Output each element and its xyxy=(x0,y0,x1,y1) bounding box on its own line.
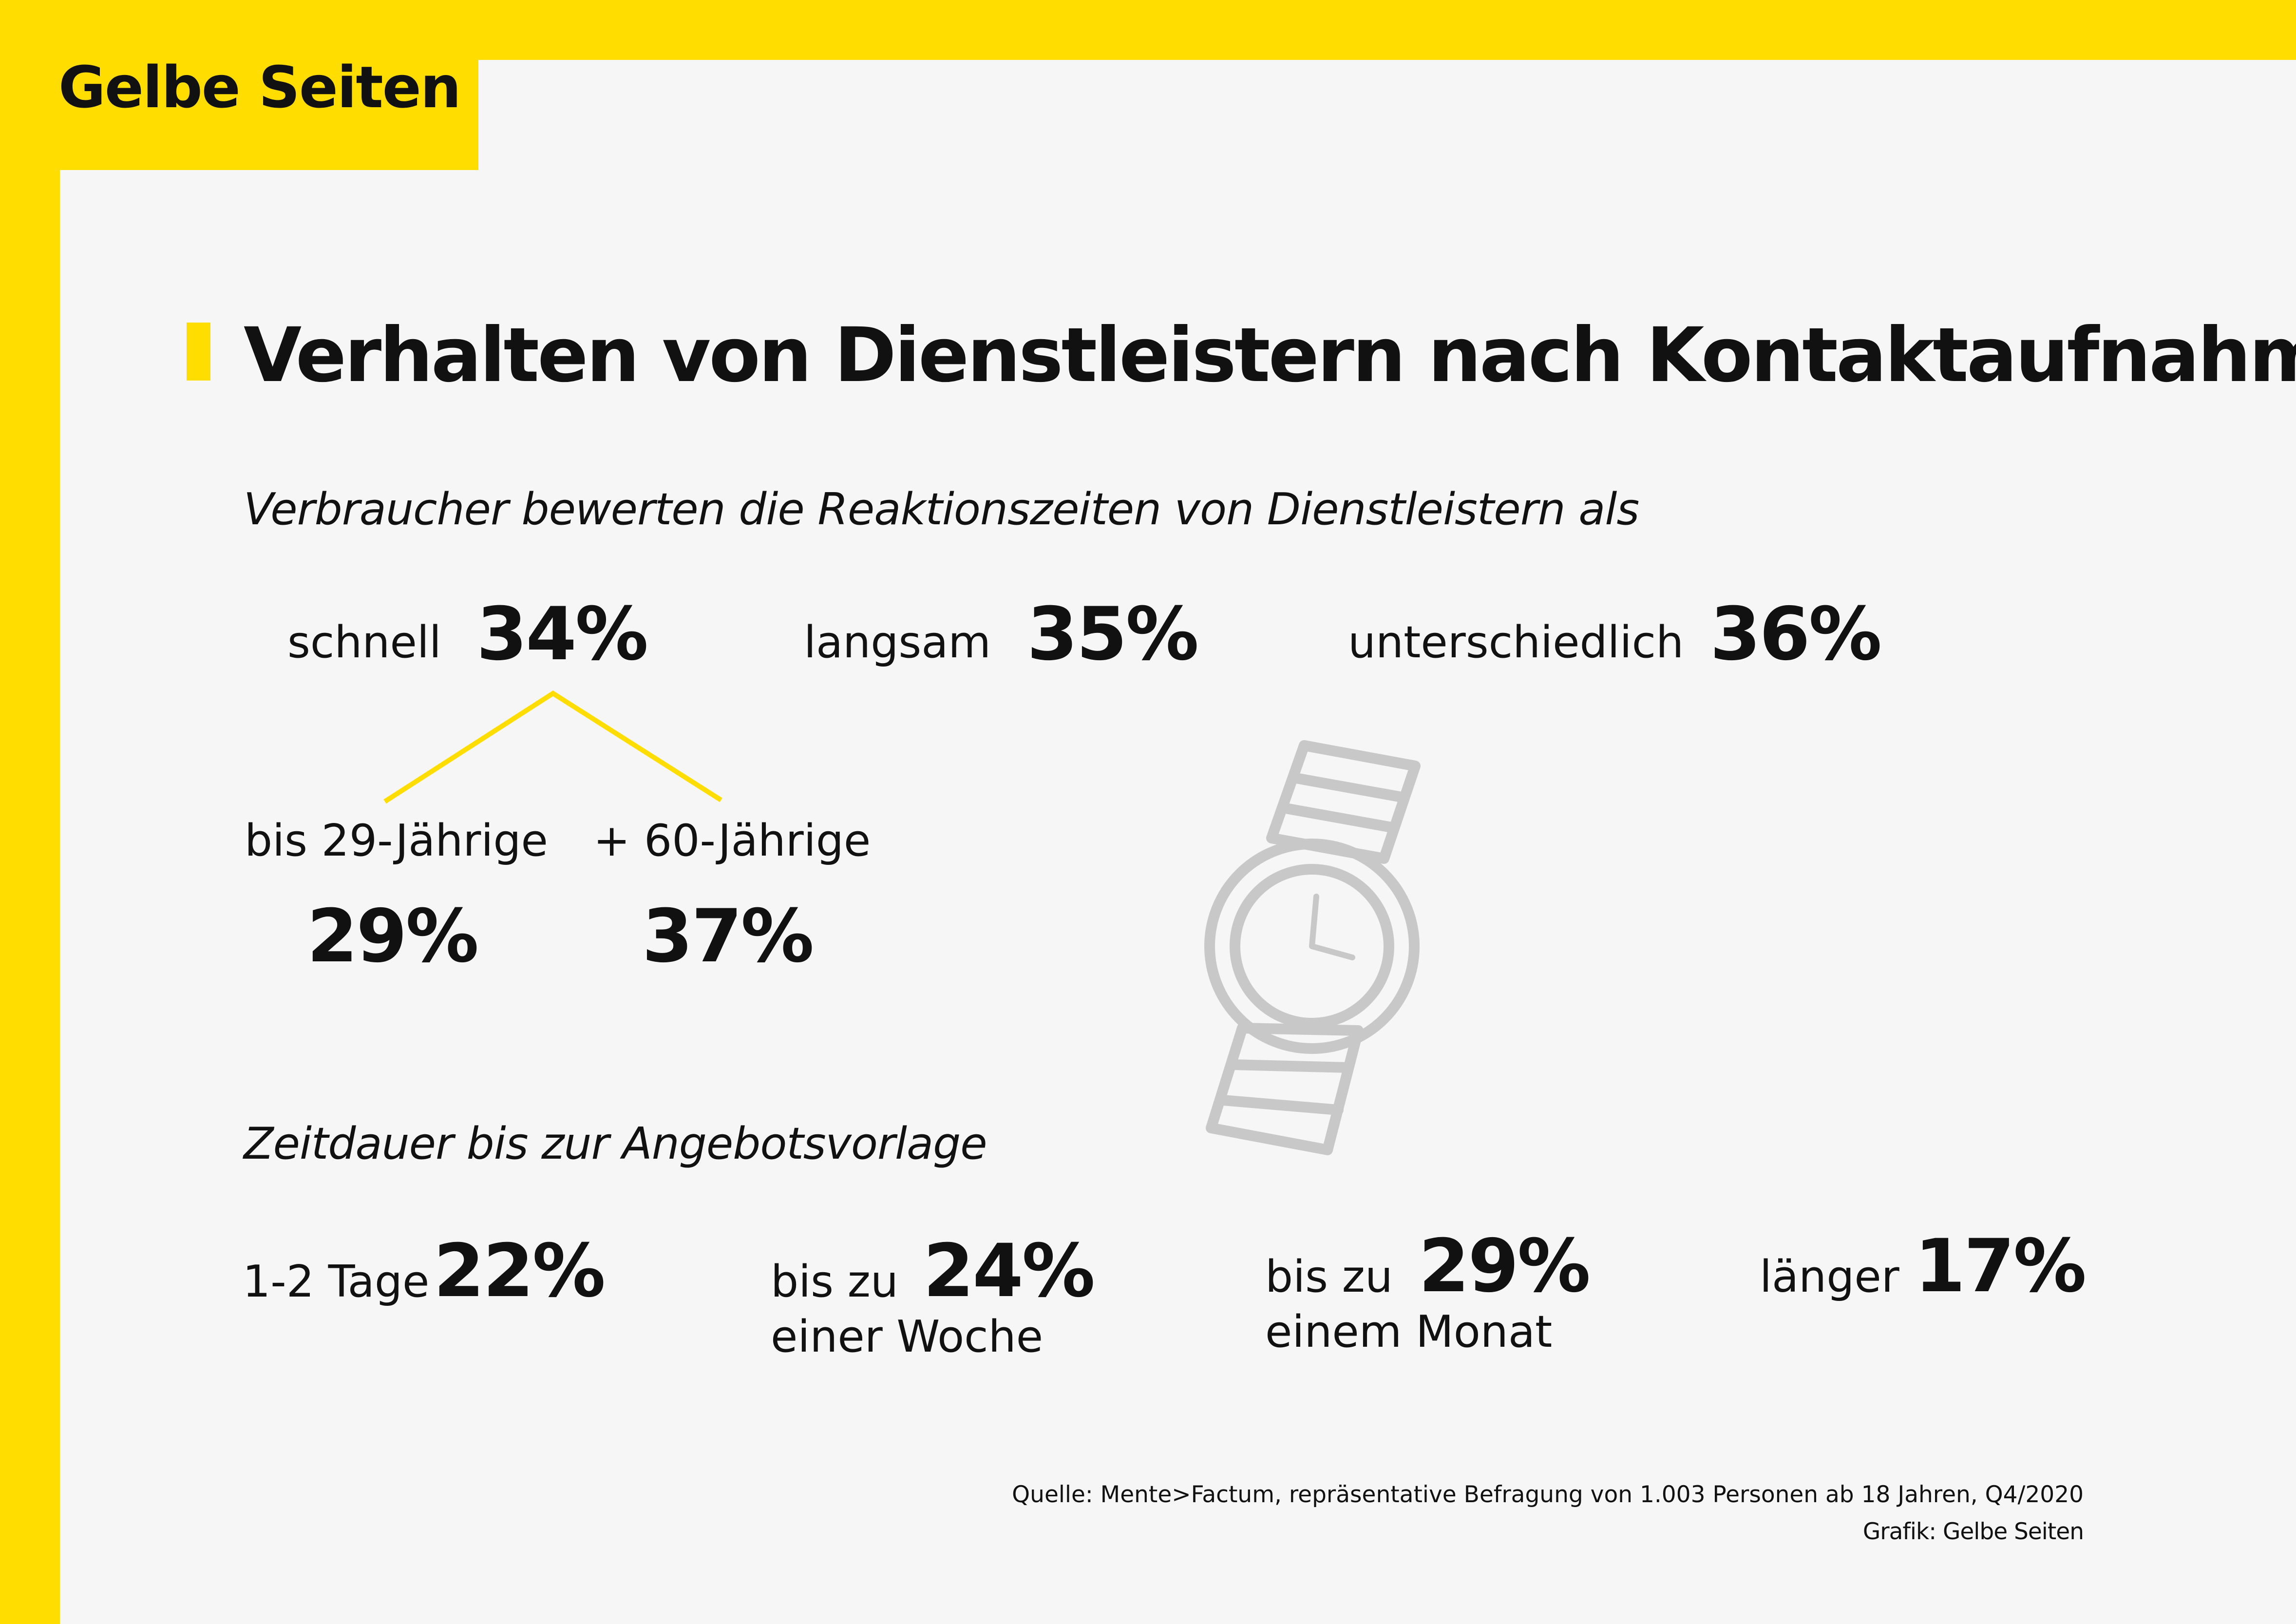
logo: Gelbe Seiten xyxy=(0,0,478,170)
reaction-label-slow: langsam xyxy=(804,617,991,668)
title-accent-mark xyxy=(187,323,210,381)
duration-value-month: 29% xyxy=(1419,1224,1591,1309)
duration-label-month: bis zu xyxy=(1265,1251,1393,1302)
duration-label-longer: länger xyxy=(1760,1251,1899,1302)
source-note: Quelle: Mente>Factum, repräsentative Bef… xyxy=(1012,1481,2084,1508)
breakdown-value-senior: 37% xyxy=(642,894,814,979)
reaction-value-varied: 36% xyxy=(1710,592,1882,677)
duration-label-days: 1-2 Tage xyxy=(243,1256,430,1307)
watch-icon xyxy=(1204,740,1421,1155)
duration-value-week: 24% xyxy=(923,1229,1095,1314)
reaction-value-fast: 34% xyxy=(476,592,648,677)
duration-heading: Zeitdauer bis zur Angebotsvorlage xyxy=(244,1118,987,1169)
logo-text: Gelbe Seiten xyxy=(58,54,461,121)
reaction-heading: Verbraucher bewerten die Reaktionszeiten… xyxy=(244,484,1639,535)
breakdown-label-senior: + 60-Jährige xyxy=(593,815,871,866)
graphic-credit: Grafik: Gelbe Seiten xyxy=(1862,1518,2084,1545)
duration-label-month-line2: einem Monat xyxy=(1265,1306,1553,1357)
reaction-value-slow: 35% xyxy=(1027,592,1199,677)
duration-value-days: 22% xyxy=(434,1229,606,1314)
breakdown-value-young: 29% xyxy=(307,894,479,979)
page-title: Verhalten von Dienstleistern nach Kontak… xyxy=(244,312,2296,399)
breakdown-connector xyxy=(383,690,722,804)
duration-value-longer: 17% xyxy=(1915,1224,2087,1309)
breakdown-label-young: bis 29-Jährige xyxy=(245,815,548,866)
reaction-label-varied: unterschiedlich xyxy=(1348,617,1684,668)
duration-label-week-line2: einer Woche xyxy=(771,1311,1044,1362)
reaction-label-fast: schnell xyxy=(287,617,441,668)
left-accent-bar xyxy=(0,0,60,1624)
duration-label-week: bis zu xyxy=(771,1256,898,1307)
